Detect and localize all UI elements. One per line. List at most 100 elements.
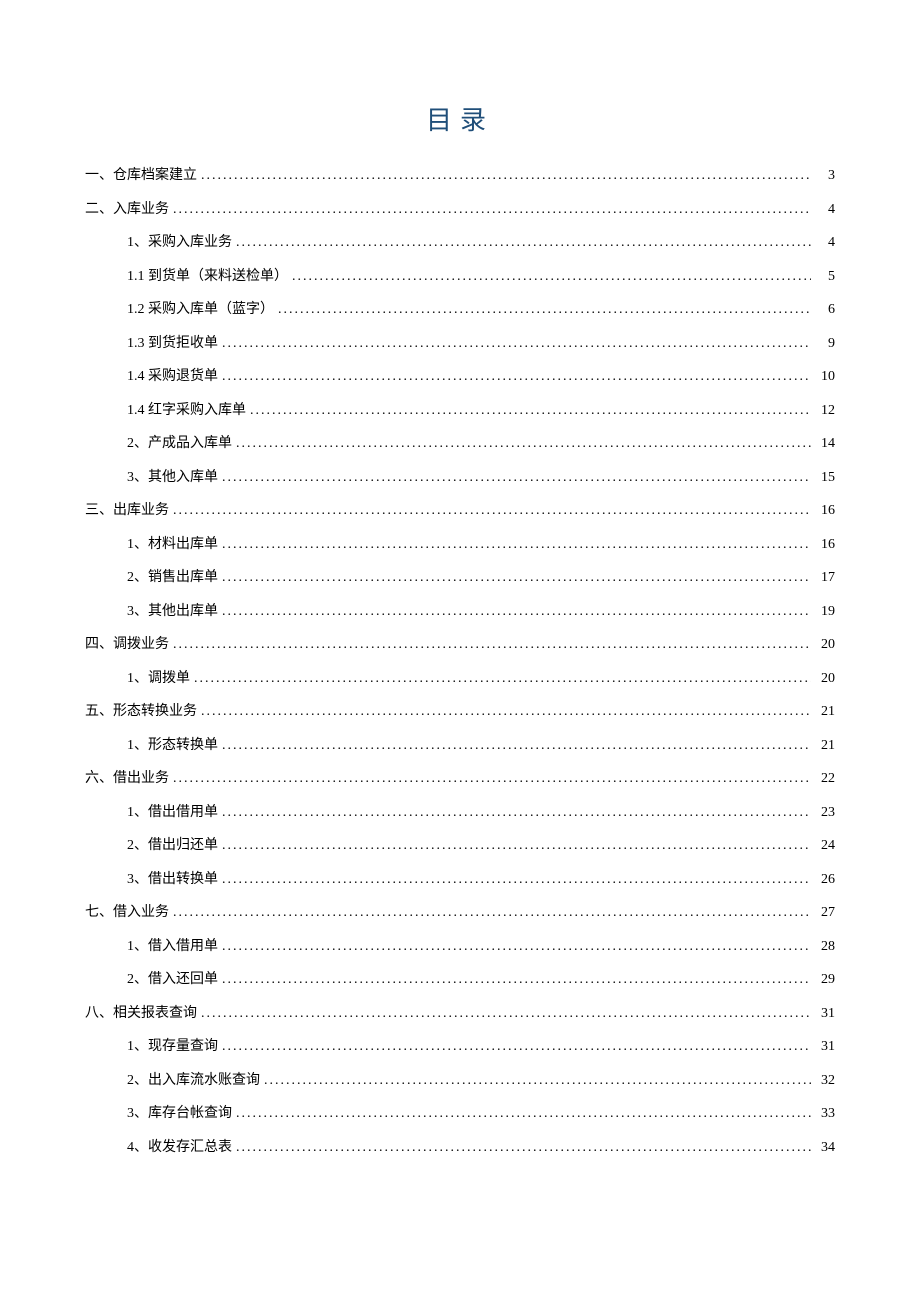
toc-entry-page: 17	[815, 567, 835, 588]
toc-leader-dots	[173, 500, 811, 521]
toc-entry-label: 1.1 到货单（来料送检单）	[127, 266, 288, 287]
toc-entry[interactable]: 六、借出业务 22	[85, 768, 835, 789]
toc-entry[interactable]: 1.3 到货拒收单9	[85, 333, 835, 354]
toc-title: 目录	[85, 100, 835, 137]
toc-entry-label: 1、采购入库业务	[127, 232, 232, 253]
toc-entry-page: 4	[815, 232, 835, 253]
toc-entry-label: 1.4 采购退货单	[127, 366, 218, 387]
toc-leader-dots	[173, 768, 811, 789]
toc-entry[interactable]: 七、借入业务27	[85, 902, 835, 923]
toc-entry-label: 八、相关报表查询	[85, 1003, 197, 1024]
toc-entry[interactable]: 三、出库业务16	[85, 500, 835, 521]
toc-entry[interactable]: 1、调拨单 20	[85, 668, 835, 689]
toc-leader-dots	[173, 634, 811, 655]
toc-entry-label: 3、库存台帐查询	[127, 1103, 232, 1124]
toc-container: 一、仓库档案建立 3 二、入库业务4 1、采购入库业务 4 1.1 到货单（来料送检单） 5…	[85, 165, 835, 1158]
toc-entry-label: 1、调拨单	[127, 668, 190, 689]
toc-entry-label: 2、产成品入库单	[127, 433, 232, 454]
toc-entry-page: 20	[815, 634, 835, 655]
toc-entry-page: 29	[815, 969, 835, 990]
toc-leader-dots	[222, 333, 811, 354]
toc-entry-label: 二、入库业务	[85, 199, 169, 220]
toc-entry-label: 1、现存量查询	[127, 1036, 218, 1057]
toc-entry-label: 3、其他入库单	[127, 467, 218, 488]
toc-entry[interactable]: 1、材料出库单16	[85, 534, 835, 555]
toc-entry-page: 16	[815, 534, 835, 555]
toc-leader-dots	[264, 1070, 811, 1091]
toc-entry[interactable]: 八、相关报表查询 31	[85, 1003, 835, 1024]
toc-entry-page: 21	[815, 701, 835, 722]
toc-leader-dots	[222, 567, 811, 588]
toc-entry-label: 1.4 红字采购入库单	[127, 400, 246, 421]
toc-entry-label: 1.2 采购入库单（蓝字）	[127, 299, 274, 320]
toc-entry-label: 1、借入借用单	[127, 936, 218, 957]
toc-leader-dots	[222, 936, 811, 957]
toc-leader-dots	[173, 902, 811, 923]
toc-entry[interactable]: 3、库存台帐查询 33	[85, 1103, 835, 1124]
toc-entry[interactable]: 2、借出归还单24	[85, 835, 835, 856]
toc-entry[interactable]: 2、借入还回单 29	[85, 969, 835, 990]
toc-entry[interactable]: 1、形态转换单 21	[85, 735, 835, 756]
toc-leader-dots	[222, 969, 811, 990]
toc-entry-page: 3	[815, 165, 835, 186]
toc-entry-page: 16	[815, 500, 835, 521]
toc-entry[interactable]: 3、借出转换单26	[85, 869, 835, 890]
toc-entry-page: 6	[815, 299, 835, 320]
toc-entry[interactable]: 四、调拨业务 20	[85, 634, 835, 655]
toc-leader-dots	[278, 299, 811, 320]
toc-leader-dots	[194, 668, 811, 689]
toc-leader-dots	[236, 1103, 811, 1124]
toc-leader-dots	[222, 366, 811, 387]
toc-entry-page: 22	[815, 768, 835, 789]
toc-entry[interactable]: 1.2 采购入库单（蓝字） 6	[85, 299, 835, 320]
toc-entry[interactable]: 1、借入借用单28	[85, 936, 835, 957]
toc-entry[interactable]: 2、销售出库单 17	[85, 567, 835, 588]
toc-leader-dots	[292, 266, 811, 287]
toc-entry-label: 六、借出业务	[85, 768, 169, 789]
toc-entry[interactable]: 1、现存量查询31	[85, 1036, 835, 1057]
toc-leader-dots	[236, 1137, 811, 1158]
toc-leader-dots	[222, 1036, 811, 1057]
toc-entry-page: 34	[815, 1137, 835, 1158]
toc-entry-page: 19	[815, 601, 835, 622]
toc-entry-label: 3、其他出库单	[127, 601, 218, 622]
toc-entry[interactable]: 1.4 采购退货单 10	[85, 366, 835, 387]
toc-leader-dots	[222, 835, 811, 856]
toc-entry-page: 20	[815, 668, 835, 689]
toc-entry-page: 21	[815, 735, 835, 756]
toc-entry-label: 四、调拨业务	[85, 634, 169, 655]
toc-leader-dots	[236, 232, 811, 253]
toc-entry-label: 2、借入还回单	[127, 969, 218, 990]
toc-entry-label: 2、销售出库单	[127, 567, 218, 588]
toc-entry-label: 1、形态转换单	[127, 735, 218, 756]
toc-entry-page: 31	[815, 1003, 835, 1024]
toc-entry-page: 10	[815, 366, 835, 387]
toc-entry[interactable]: 五、形态转换业务 21	[85, 701, 835, 722]
toc-entry[interactable]: 2、出入库流水账查询32	[85, 1070, 835, 1091]
toc-entry[interactable]: 一、仓库档案建立 3	[85, 165, 835, 186]
toc-entry[interactable]: 1、借出借用单23	[85, 802, 835, 823]
toc-entry[interactable]: 4、收发存汇总表34	[85, 1137, 835, 1158]
toc-entry[interactable]: 2、产成品入库单 14	[85, 433, 835, 454]
toc-entry[interactable]: 二、入库业务4	[85, 199, 835, 220]
toc-entry-label: 2、出入库流水账查询	[127, 1070, 260, 1091]
toc-leader-dots	[201, 701, 811, 722]
toc-entry[interactable]: 1.1 到货单（来料送检单） 5	[85, 266, 835, 287]
toc-entry-page: 27	[815, 902, 835, 923]
toc-entry-label: 一、仓库档案建立	[85, 165, 197, 186]
toc-entry[interactable]: 3、其他入库单15	[85, 467, 835, 488]
toc-entry-page: 5	[815, 266, 835, 287]
toc-entry-label: 1.3 到货拒收单	[127, 333, 218, 354]
toc-leader-dots	[250, 400, 811, 421]
toc-entry-page: 14	[815, 433, 835, 454]
toc-entry-page: 33	[815, 1103, 835, 1124]
toc-leader-dots	[222, 467, 811, 488]
toc-leader-dots	[222, 534, 811, 555]
toc-entry-label: 五、形态转换业务	[85, 701, 197, 722]
toc-leader-dots	[222, 869, 811, 890]
toc-entry[interactable]: 1、采购入库业务 4	[85, 232, 835, 253]
toc-leader-dots	[222, 802, 811, 823]
toc-entry[interactable]: 1.4 红字采购入库单12	[85, 400, 835, 421]
toc-entry[interactable]: 3、其他出库单 19	[85, 601, 835, 622]
toc-entry-page: 24	[815, 835, 835, 856]
